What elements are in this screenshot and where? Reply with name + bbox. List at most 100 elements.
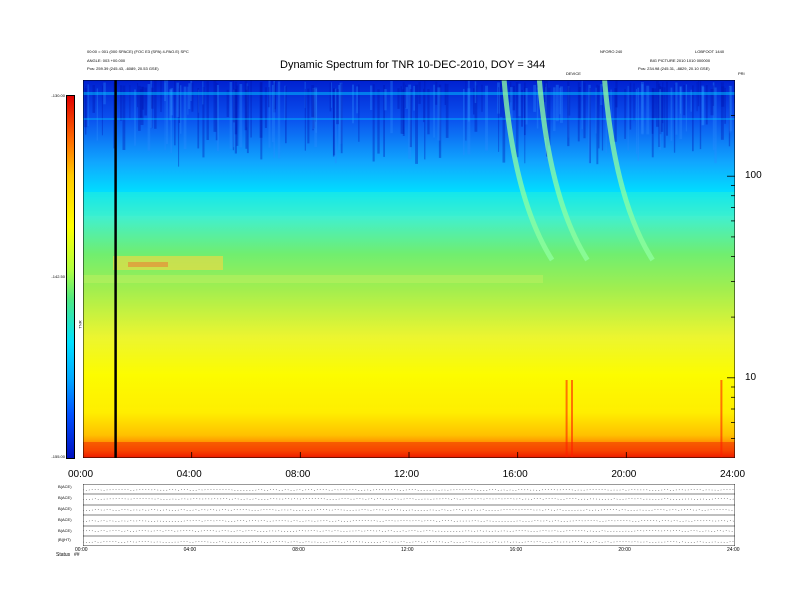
spectrum-streak	[423, 88, 425, 123]
panel-trace	[83, 489, 735, 491]
spectrum-streak	[101, 85, 103, 136]
spectrum-streak	[605, 86, 607, 153]
spectrum-streak	[659, 89, 661, 150]
spectrum-streak	[699, 80, 702, 150]
panel-label: |B|(HT)	[58, 537, 71, 542]
spectrum-streak	[518, 83, 521, 117]
spectrum-streak	[330, 82, 332, 108]
spectrum-streak	[637, 87, 639, 161]
spectrum-streak	[87, 84, 89, 126]
spectrogram-plot	[83, 80, 735, 458]
spectrum-streak	[234, 81, 238, 135]
spectrum-streak	[174, 80, 176, 146]
spectrum-streak	[521, 89, 523, 127]
spectrum-streak	[401, 89, 405, 134]
spectrum-spike	[720, 380, 723, 458]
spectrum-streak	[356, 86, 359, 114]
spectrum-streak	[680, 86, 682, 114]
spectrum-streak	[662, 82, 664, 124]
spectrum-streak	[315, 88, 317, 133]
panel-trace	[83, 541, 735, 543]
spectrum-streak	[463, 88, 465, 156]
header-info-line2: ANGLE: 003 +00.000	[87, 58, 126, 63]
spectrum-streak	[445, 83, 449, 138]
spectrum-streak	[170, 88, 174, 116]
spectrum-streak	[651, 88, 654, 134]
corner-label: PRI	[738, 71, 745, 76]
spectrum-streak	[712, 85, 715, 106]
spectrum-streak	[659, 86, 662, 135]
colorbar-tick-label: -142.50	[51, 274, 65, 279]
spectrum-streak	[525, 88, 528, 125]
spectrum-streak	[129, 85, 131, 119]
spectrum-streak	[544, 81, 546, 102]
spectrum-streak	[187, 86, 189, 115]
header-info-line1: 00:00 = 001 (000 SPACE) (FOC E3 (SPA) 4-…	[87, 49, 189, 54]
spectrum-streak	[150, 80, 153, 128]
spectrum-streak	[85, 85, 87, 135]
spectrum-streak	[336, 89, 339, 125]
spectrum-streak	[598, 85, 600, 149]
spectrum-band	[83, 92, 735, 95]
radio-burst	[602, 80, 655, 262]
spectrum-streak	[246, 83, 248, 128]
panel-x-tick: 12:00	[401, 547, 414, 553]
spectrum-streak	[636, 89, 638, 155]
spectrum-streak	[536, 87, 539, 129]
spectrum-streak	[690, 89, 692, 112]
spectrum-streak	[409, 89, 412, 148]
spectrum-spike	[565, 380, 568, 458]
x-tick-label: 24:00	[720, 469, 746, 480]
spectrum-streak	[285, 86, 287, 144]
spectrum-streak	[141, 86, 145, 110]
spectrum-streak	[402, 82, 405, 136]
spectrum-streak	[502, 86, 506, 163]
spectrum-streak	[724, 87, 726, 124]
spectrum-streak	[524, 82, 526, 136]
panel-x-tick: 24:00	[727, 547, 740, 553]
header-info-right2: LOBFOOT 1440	[695, 49, 725, 54]
panel-x-tick: 04:00	[183, 547, 197, 553]
spectrum-streak	[559, 87, 561, 115]
spectrum-streak	[166, 80, 169, 144]
spectrum-streak	[268, 80, 271, 148]
spectrum-streak	[641, 84, 644, 135]
spectrum-streak	[499, 80, 503, 117]
spectrum-streak	[304, 88, 306, 151]
spectrum-streak	[560, 86, 563, 123]
x-tick-label: 20:00	[611, 469, 637, 480]
spectrum-streak	[413, 85, 415, 111]
spectrum-streak	[415, 84, 418, 164]
spectrum-streak	[437, 87, 441, 141]
spectrum-streak	[358, 84, 360, 142]
spectrum-streak	[583, 82, 586, 139]
spectrum-streak	[567, 86, 570, 138]
spectrum-streak	[640, 82, 644, 134]
spectrum-streak	[260, 81, 263, 160]
spectrum-streak	[614, 88, 617, 142]
spectrum-streak	[663, 87, 666, 148]
spectrum-streak	[250, 80, 252, 138]
spectrum-streak	[729, 85, 733, 132]
spectrum-streak	[137, 83, 139, 108]
spectrum-streak	[274, 81, 276, 110]
emission-band	[83, 275, 543, 283]
spectrum-streak	[670, 87, 673, 141]
spectrum-streak	[497, 82, 500, 114]
emission-band	[128, 262, 168, 267]
chart-title: Dynamic Spectrum for TNR 10-DEC-2010, DO…	[280, 59, 546, 71]
spectrum-streak	[656, 81, 659, 127]
spectrum-streak	[84, 88, 88, 128]
spectrum-streak	[485, 85, 488, 151]
x-tick-label: 16:00	[502, 469, 528, 480]
spectrum-streak	[578, 87, 581, 120]
spectrum-streak	[151, 83, 153, 129]
spectrum-streak	[277, 81, 281, 159]
spectrum-streak	[333, 88, 336, 156]
spectrum-streak	[577, 82, 580, 142]
spectrum-streak	[329, 82, 332, 112]
panel-x-tick: 08:00	[292, 547, 305, 553]
spectrum-streak	[144, 87, 147, 116]
spectrum-streak	[701, 85, 704, 126]
spectrum-streak	[427, 89, 430, 135]
